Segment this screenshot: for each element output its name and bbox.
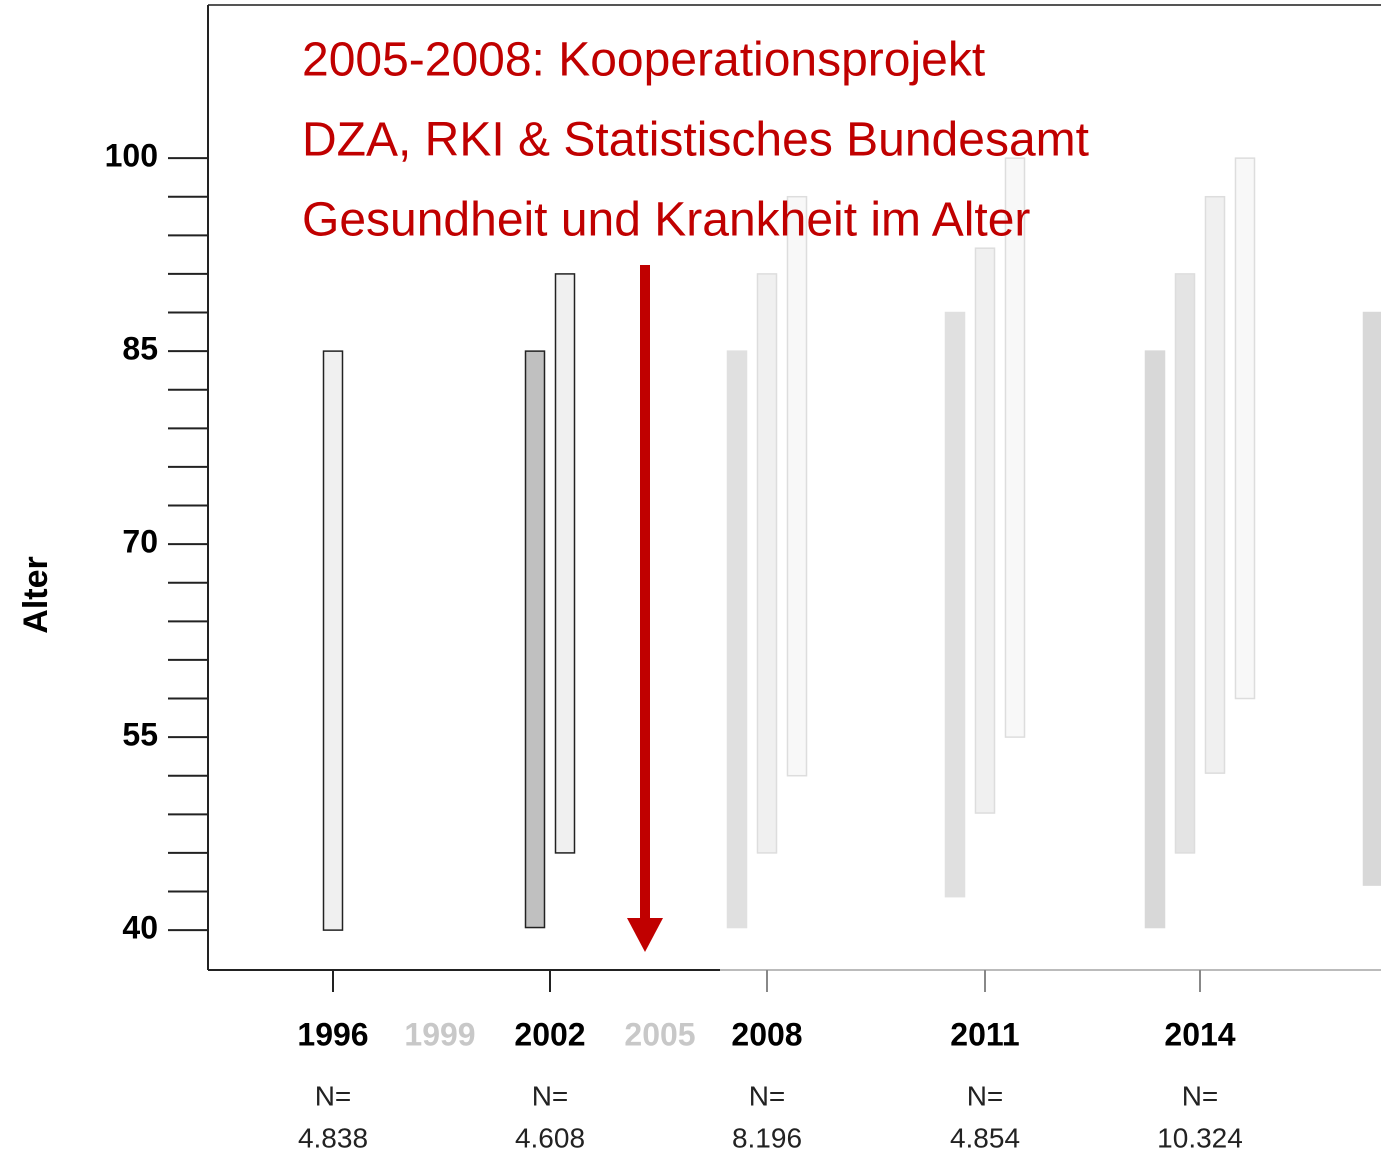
n-value: 4.608	[515, 1122, 585, 1153]
range-bar	[1004, 157, 1026, 738]
y-tick-label: 40	[122, 910, 158, 946]
y-tick-label: 55	[122, 717, 158, 753]
x-tick-label: 2014	[1164, 1016, 1235, 1052]
range-bar	[1174, 273, 1196, 854]
range-bar	[554, 273, 576, 854]
n-prefix: N=	[315, 1080, 352, 1111]
x-tick-label: 2008	[731, 1016, 802, 1052]
x-tick-label: 2002	[514, 1016, 585, 1052]
n-prefix: N=	[532, 1080, 569, 1111]
y-tick-label: 100	[105, 138, 158, 174]
annotation: 2005-2008: Kooperationsprojekt	[302, 34, 985, 87]
n-value: 4.854	[950, 1122, 1020, 1153]
annotation: Gesundheit und Krankheit im Alter	[302, 194, 1030, 247]
range-bar	[1204, 195, 1226, 774]
y-tick-label: 85	[122, 331, 158, 367]
range-bar	[1362, 311, 1381, 886]
range-bar	[786, 195, 808, 777]
arrow-head	[627, 918, 663, 952]
range-bar	[322, 350, 344, 931]
annotation: DZA, RKI & Statistisches Bundesamt	[302, 114, 1089, 167]
x-tick-label: 2011	[950, 1016, 1019, 1052]
n-value: 10.324	[1157, 1122, 1243, 1153]
range-bar	[944, 311, 966, 898]
range-bar	[756, 273, 778, 854]
x-tick-label: 2005	[624, 1016, 695, 1052]
n-prefix: N=	[1182, 1080, 1219, 1111]
n-prefix: N=	[749, 1080, 786, 1111]
range-bar	[726, 350, 748, 929]
range-bar	[524, 350, 546, 929]
range-bar	[974, 247, 996, 814]
y-tick-label: 70	[122, 524, 158, 560]
y-axis-label: Alter	[17, 556, 55, 633]
x-tick-label: 1999	[404, 1016, 475, 1052]
x-tick-label: 1996	[297, 1016, 368, 1052]
n-prefix: N=	[967, 1080, 1004, 1111]
n-value: 4.838	[298, 1122, 368, 1153]
n-value: 8.196	[732, 1122, 802, 1153]
range-bar	[1144, 350, 1166, 929]
range-bar	[1234, 157, 1256, 700]
